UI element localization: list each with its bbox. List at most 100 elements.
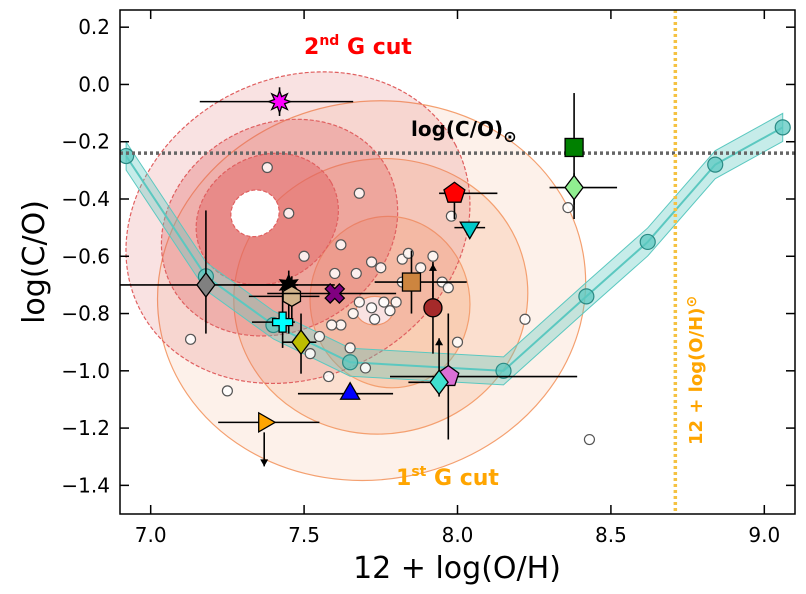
lower-limit-arrow-head: [260, 459, 269, 467]
marker: [258, 411, 277, 434]
background-point: [427, 250, 439, 262]
background-point: [562, 201, 574, 214]
data-point: [439, 181, 498, 220]
marker: [339, 381, 361, 400]
background-point: [415, 262, 427, 274]
background-point: [519, 313, 531, 325]
x-tick-label: 7.0: [135, 523, 167, 547]
background-point: [365, 256, 378, 268]
marker-shape: [196, 271, 216, 298]
background-point: [326, 319, 338, 331]
background-point: [335, 319, 347, 331]
background-point: [359, 362, 372, 374]
marker-shape: [291, 329, 311, 356]
data-point: [251, 287, 295, 348]
marker-shape: [423, 298, 443, 318]
upper-limit-arrow-head: [428, 263, 437, 271]
track-point: [707, 156, 724, 173]
data-point: [423, 262, 443, 354]
data-point: [454, 221, 486, 240]
cut2-contour-3: [230, 189, 280, 238]
marker-shape: [324, 283, 346, 304]
annotation-2nd-cut: 2nd G cut: [304, 33, 412, 60]
data-points: [120, 87, 618, 467]
marker-shape: [401, 272, 422, 292]
data-point: [374, 250, 467, 314]
marker-shape: [429, 369, 449, 396]
data-point: [297, 381, 394, 400]
background-point: [390, 296, 402, 308]
x-tick-label: 9.0: [748, 523, 780, 547]
marker-shape: [564, 137, 584, 158]
marker-shape: [443, 181, 466, 203]
marker: [266, 88, 293, 115]
x-axis-label: 12 + log(O/H): [353, 551, 561, 586]
background-point: [283, 207, 295, 219]
marker: [401, 272, 422, 292]
marker: [271, 311, 294, 333]
background-point: [184, 333, 197, 345]
marker: [282, 285, 302, 308]
y-tick-label: −0.2: [61, 130, 110, 154]
upper-limit-arrow-head: [435, 338, 444, 346]
background-point: [378, 296, 390, 308]
background-point: [451, 336, 464, 348]
track-point: [639, 233, 656, 251]
cut1-contour-1: [233, 158, 529, 435]
data-point: [199, 87, 354, 116]
marker: [291, 329, 311, 356]
marker: [429, 369, 449, 396]
annotation-solar-oh: 12 + log(O/H)⊙: [684, 296, 707, 445]
track-point: [774, 119, 791, 136]
marker: [324, 283, 346, 304]
data-point: [549, 173, 618, 220]
background-point: [221, 385, 233, 397]
y-tick-label: −0.8: [61, 302, 110, 326]
background-point: [344, 342, 356, 354]
track-point: [342, 354, 359, 371]
marker-shape: [282, 285, 302, 308]
x-tick-label: 7.5: [288, 523, 320, 547]
marker-shape: [258, 411, 277, 434]
y-axis-label: log(C/O): [17, 200, 52, 324]
axes: 7.0 7.5 8.0 8.5 9.0 0.2 0.0 −0.2 −0.4 −0.6 −0.8 −1.…: [61, 10, 795, 547]
marker: [564, 137, 584, 158]
marker: [459, 221, 481, 240]
data-point: [218, 411, 320, 467]
y-tick-label: −0.6: [61, 244, 110, 268]
data-point: [248, 276, 320, 325]
data-point: [282, 313, 317, 374]
background-point: [304, 348, 316, 360]
marker: [564, 174, 584, 201]
background-point: [375, 262, 387, 274]
y-tick-label: 0.2: [78, 15, 110, 39]
background-point: [442, 282, 454, 294]
background-point: [261, 161, 273, 174]
reference-lines: [120, 10, 795, 514]
y-tick-label: 0.0: [78, 72, 110, 96]
marker: [423, 298, 443, 318]
background-point: [313, 330, 326, 343]
y-tick-label: −1.4: [61, 473, 110, 497]
y-tick-label: −1.0: [61, 359, 110, 383]
marker-shape: [266, 88, 293, 115]
background-point: [384, 305, 396, 317]
marker-shape: [271, 311, 294, 333]
marker-shape: [564, 174, 584, 201]
background-point: [329, 267, 341, 280]
track-point: [120, 147, 135, 165]
track-point: [495, 362, 512, 379]
x-tick-label: 8.0: [442, 523, 474, 547]
background-point: [298, 250, 310, 262]
cut2-contour-1: [160, 118, 399, 337]
data-point: [408, 338, 449, 397]
y-tick-label: −0.4: [61, 187, 110, 211]
background-point: [365, 302, 378, 314]
background-point: [335, 239, 347, 251]
background-point: [369, 313, 381, 325]
model-track: [120, 112, 791, 386]
data-point: [267, 283, 397, 304]
marker-shape: [339, 381, 361, 400]
x-tick-label: 8.5: [595, 523, 627, 547]
